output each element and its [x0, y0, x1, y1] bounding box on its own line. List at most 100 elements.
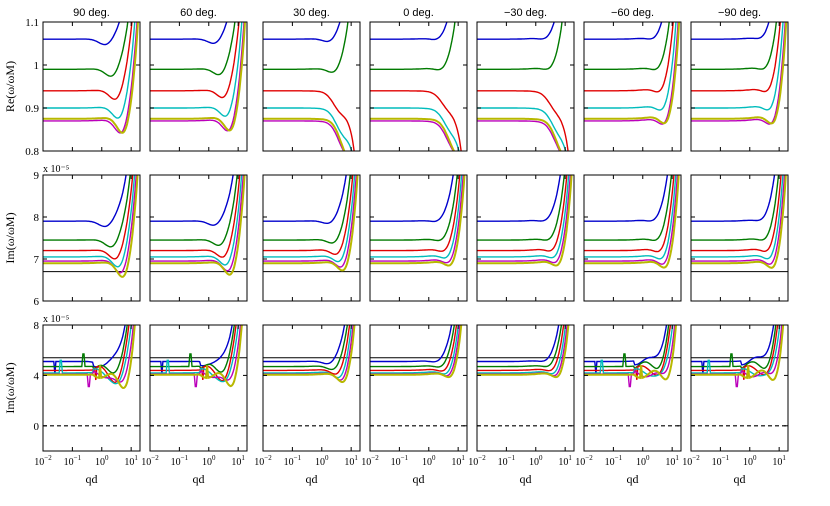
- series-line-red: [150, 175, 241, 258]
- x-tick-label: 100: [743, 454, 757, 468]
- series-line-green: [263, 22, 349, 73]
- panel-im2-5: 10−2 10−1 100 101 qd: [575, 324, 682, 486]
- panel-frame: [149, 174, 248, 302]
- x-axis-label: qd: [86, 472, 98, 486]
- panel-im2-1: 10−2 10−1 100 101 qd: [141, 324, 248, 486]
- x-axis-label: qd: [627, 472, 639, 486]
- series-line-magenta: [43, 175, 137, 274]
- series-line-olive: [477, 117, 562, 151]
- series-line-magenta: [477, 120, 561, 151]
- series-line-red: [477, 325, 565, 372]
- panel-re-0: 0.8 0.9 1 1.1: [25, 17, 141, 158]
- series-line-cyan: [584, 325, 674, 377]
- series-line-olive: [370, 117, 456, 151]
- series-line-red: [370, 175, 461, 252]
- y-tick-label: 8: [34, 320, 40, 332]
- panel-frame: [476, 174, 575, 302]
- series-line-red: [263, 325, 351, 375]
- panel-frame: [149, 324, 248, 452]
- series-line-green: [691, 175, 780, 241]
- panel-re-2: [262, 21, 361, 152]
- panel-frame: [262, 21, 361, 152]
- x-tick-label: 10−1: [498, 454, 516, 468]
- series-line-magenta: [43, 22, 138, 134]
- series-line-magenta: [263, 175, 357, 268]
- x-tick-label: 10−1: [712, 454, 730, 468]
- series-line-cyan: [370, 325, 460, 375]
- panel-im2-2: 10−2 10−1 100 101 qd: [254, 324, 361, 486]
- y-tick-label: 0: [34, 421, 40, 433]
- series-line-cyan: [370, 175, 463, 259]
- series-line-green: [150, 175, 238, 247]
- x-axis-label: qd: [306, 472, 318, 486]
- x-tick-label: 100: [95, 454, 109, 468]
- x-axis-label: qd: [520, 472, 532, 486]
- x-tick-label: 10−2: [141, 454, 159, 468]
- panel-frame: [369, 324, 468, 452]
- series-line-blue: [263, 175, 347, 225]
- column-title: −30 deg.: [504, 7, 547, 19]
- panel-frame: [42, 174, 141, 302]
- x-tick-label: 100: [636, 454, 650, 468]
- panel-frame: [690, 21, 789, 152]
- x-tick-label: 10−2: [575, 454, 593, 468]
- series-line-green: [43, 22, 129, 77]
- series-line-blue: [43, 325, 126, 375]
- y-axis-label: Im(ω/ωM): [3, 212, 17, 263]
- series-line-cyan: [43, 22, 136, 119]
- series-line-olive: [150, 175, 246, 276]
- y-tick-label: 1: [34, 60, 40, 72]
- panel-im2-3: 10−2 10−1 100 101 qd: [361, 324, 468, 486]
- series-line-cyan: [477, 175, 570, 259]
- series-line-cyan: [691, 325, 781, 377]
- x-tick-label: 10−1: [605, 454, 623, 468]
- series-line-olive: [584, 22, 681, 125]
- panel-frame: [262, 324, 361, 452]
- panel-im1-2: [262, 174, 361, 302]
- y-tick-label: 8: [34, 212, 40, 224]
- x-tick-label: 10−2: [361, 454, 379, 468]
- series-line-olive: [691, 22, 788, 125]
- series-line-blue: [691, 325, 775, 375]
- x-tick-label: 10−1: [64, 454, 82, 468]
- series-line-olive: [263, 175, 359, 272]
- series-line-red: [150, 22, 240, 99]
- series-line-olive: [150, 325, 243, 388]
- series-line-magenta: [150, 22, 245, 132]
- y-tick-label: 0.9: [25, 103, 39, 115]
- panel-re-5: [583, 21, 682, 152]
- panel-im1-6: [690, 174, 789, 302]
- series-line-blue: [43, 175, 127, 228]
- series-line-green: [370, 325, 455, 368]
- panel-im1-1: [149, 174, 248, 302]
- series-line-blue: [691, 22, 770, 40]
- series-line-cyan: [584, 175, 677, 260]
- series-line-blue: [370, 22, 448, 41]
- x-tick-label: 100: [202, 454, 216, 468]
- x-tick-label: 10−1: [171, 454, 189, 468]
- panel-re-1: [149, 21, 248, 152]
- series-line-green: [691, 22, 778, 71]
- column-title: −90 deg.: [718, 7, 761, 19]
- x-tick-label: 101: [665, 454, 679, 468]
- panel-frame: [42, 21, 141, 152]
- panel-frame: [690, 324, 789, 452]
- series-line-green: [263, 325, 349, 371]
- panel-im1-3: [369, 174, 468, 302]
- x-tick-label: 101: [231, 454, 245, 468]
- series-line-blue: [477, 325, 560, 363]
- series-line-green: [43, 175, 131, 248]
- series-line-blue: [150, 325, 233, 375]
- x-axis-label: qd: [734, 472, 746, 486]
- x-tick-label: 101: [451, 454, 465, 468]
- series-line-cyan: [43, 175, 136, 268]
- x-tick-label: 101: [124, 454, 138, 468]
- y-tick-label: 1.1: [25, 17, 39, 29]
- column-title: 0 deg.: [403, 7, 434, 19]
- x-tick-label: 101: [344, 454, 358, 468]
- series-line-red: [43, 175, 134, 260]
- series-line-magenta: [584, 175, 679, 265]
- series-line-cyan: [263, 107, 353, 151]
- series-line-cyan: [477, 107, 567, 151]
- series-line-green: [263, 175, 351, 244]
